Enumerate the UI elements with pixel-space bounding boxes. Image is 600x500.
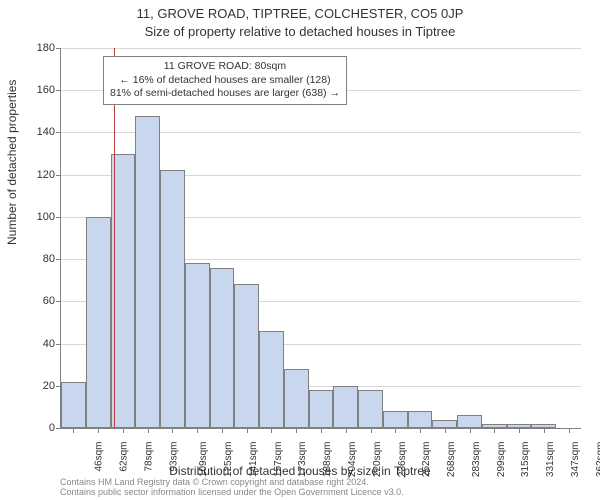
xtick-label: 141sqm bbox=[248, 442, 259, 478]
title-subtitle: Size of property relative to detached ho… bbox=[0, 24, 600, 39]
reference-line bbox=[114, 48, 115, 428]
plot-area: 11 GROVE ROAD: 80sqm ← 16% of detached h… bbox=[60, 48, 581, 429]
footer-line2: Contains public sector information licen… bbox=[60, 488, 404, 498]
xtick-label: 62sqm bbox=[119, 442, 130, 472]
bars-group bbox=[61, 48, 581, 428]
ytick-label: 120 bbox=[15, 169, 55, 181]
ytick-label: 20 bbox=[15, 380, 55, 392]
histogram-bar bbox=[432, 420, 457, 428]
histogram-bar bbox=[457, 415, 482, 428]
xtick-label: 204sqm bbox=[347, 442, 358, 478]
xtick-label: 93sqm bbox=[168, 442, 179, 472]
histogram-bar bbox=[333, 386, 358, 428]
xtick-label: 315sqm bbox=[520, 442, 531, 478]
xtick-label: 188sqm bbox=[322, 442, 333, 478]
footer-attribution: Contains HM Land Registry data © Crown c… bbox=[60, 478, 404, 498]
xtick-label: 220sqm bbox=[372, 442, 383, 478]
xtick-label: 347sqm bbox=[570, 442, 581, 478]
ytick-label: 160 bbox=[15, 84, 55, 96]
ytick-label: 140 bbox=[15, 126, 55, 138]
xtick-mark bbox=[73, 428, 74, 433]
xtick-mark bbox=[296, 428, 297, 433]
xtick-mark bbox=[445, 428, 446, 433]
ytick-label: 180 bbox=[15, 42, 55, 54]
histogram-bar bbox=[482, 424, 507, 428]
xtick-label: 173sqm bbox=[298, 442, 309, 478]
histogram-bar bbox=[383, 411, 408, 428]
xtick-mark bbox=[494, 428, 495, 433]
annotation-line3: 81% of semi-detached houses are larger (… bbox=[110, 87, 340, 101]
xtick-label: 331sqm bbox=[545, 442, 556, 478]
histogram-bar bbox=[284, 369, 309, 428]
xtick-mark bbox=[544, 428, 545, 433]
xtick-mark bbox=[98, 428, 99, 433]
histogram-bar bbox=[507, 424, 532, 428]
histogram-bar bbox=[259, 331, 284, 428]
xtick-mark bbox=[247, 428, 248, 433]
xtick-mark bbox=[470, 428, 471, 433]
histogram-bar bbox=[135, 116, 160, 428]
xtick-label: 78sqm bbox=[143, 442, 154, 472]
xtick-label: 236sqm bbox=[397, 442, 408, 478]
xtick-label: 268sqm bbox=[446, 442, 457, 478]
xtick-label: 157sqm bbox=[273, 442, 284, 478]
title-address: 11, GROVE ROAD, TIPTREE, COLCHESTER, CO5… bbox=[0, 6, 600, 21]
xtick-label: 362sqm bbox=[595, 442, 600, 478]
ytick-label: 40 bbox=[15, 338, 55, 350]
xtick-mark bbox=[271, 428, 272, 433]
xtick-mark bbox=[346, 428, 347, 433]
xtick-mark bbox=[569, 428, 570, 433]
annotation-line1: 11 GROVE ROAD: 80sqm bbox=[110, 60, 340, 74]
xtick-label: 125sqm bbox=[223, 442, 234, 478]
xtick-mark bbox=[222, 428, 223, 433]
xtick-mark bbox=[321, 428, 322, 433]
xtick-mark bbox=[172, 428, 173, 433]
histogram-bar bbox=[61, 382, 86, 428]
xtick-label: 252sqm bbox=[421, 442, 432, 478]
annotation-line2: ← 16% of detached houses are smaller (12… bbox=[110, 74, 340, 88]
ytick-label: 60 bbox=[15, 295, 55, 307]
chart-container: 11, GROVE ROAD, TIPTREE, COLCHESTER, CO5… bbox=[0, 0, 600, 500]
xtick-mark bbox=[197, 428, 198, 433]
xtick-mark bbox=[123, 428, 124, 433]
histogram-bar bbox=[160, 170, 185, 428]
ytick-label: 80 bbox=[15, 253, 55, 265]
xtick-label: 109sqm bbox=[199, 442, 210, 478]
xtick-mark bbox=[395, 428, 396, 433]
histogram-bar bbox=[309, 390, 334, 428]
histogram-bar bbox=[86, 217, 111, 428]
xtick-mark bbox=[519, 428, 520, 433]
xtick-mark bbox=[371, 428, 372, 433]
xtick-label: 46sqm bbox=[94, 442, 105, 472]
histogram-bar bbox=[185, 263, 210, 428]
ytick-mark bbox=[56, 428, 61, 429]
ytick-label: 100 bbox=[15, 211, 55, 223]
xtick-mark bbox=[148, 428, 149, 433]
xtick-label: 283sqm bbox=[471, 442, 482, 478]
xtick-mark bbox=[420, 428, 421, 433]
histogram-bar bbox=[531, 424, 556, 428]
xtick-label: 299sqm bbox=[496, 442, 507, 478]
histogram-bar bbox=[210, 268, 235, 428]
histogram-bar bbox=[408, 411, 433, 428]
histogram-bar bbox=[358, 390, 383, 428]
annotation-box: 11 GROVE ROAD: 80sqm ← 16% of detached h… bbox=[103, 56, 347, 105]
histogram-bar bbox=[234, 284, 259, 428]
ytick-label: 0 bbox=[15, 422, 55, 434]
